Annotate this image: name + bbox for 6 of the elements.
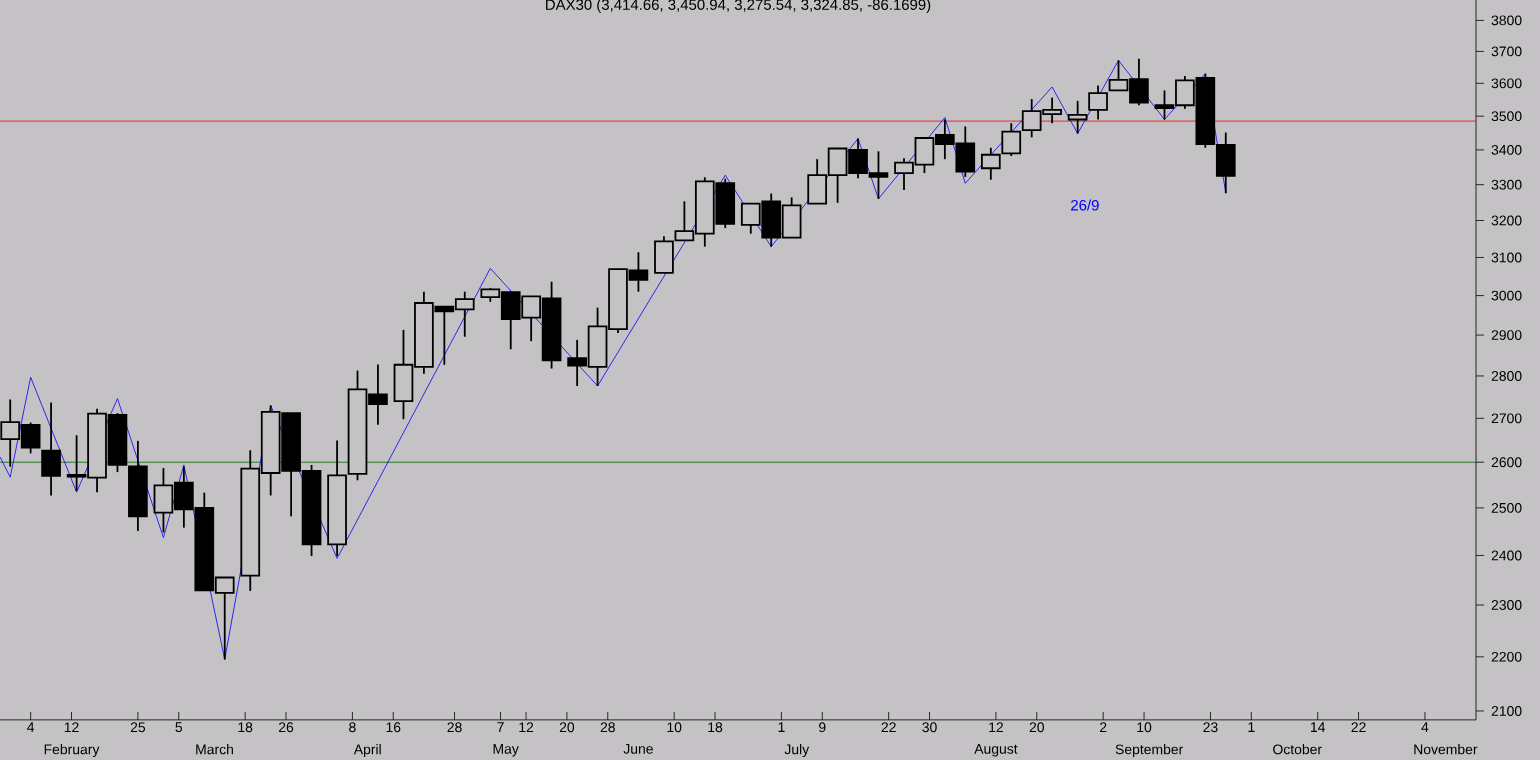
candlestick [1088, 84, 1108, 121]
candlestick [1067, 99, 1088, 135]
candlestick [980, 146, 1001, 181]
candlestick [41, 401, 61, 497]
candlestick [1001, 122, 1022, 157]
candlestick [654, 235, 674, 274]
